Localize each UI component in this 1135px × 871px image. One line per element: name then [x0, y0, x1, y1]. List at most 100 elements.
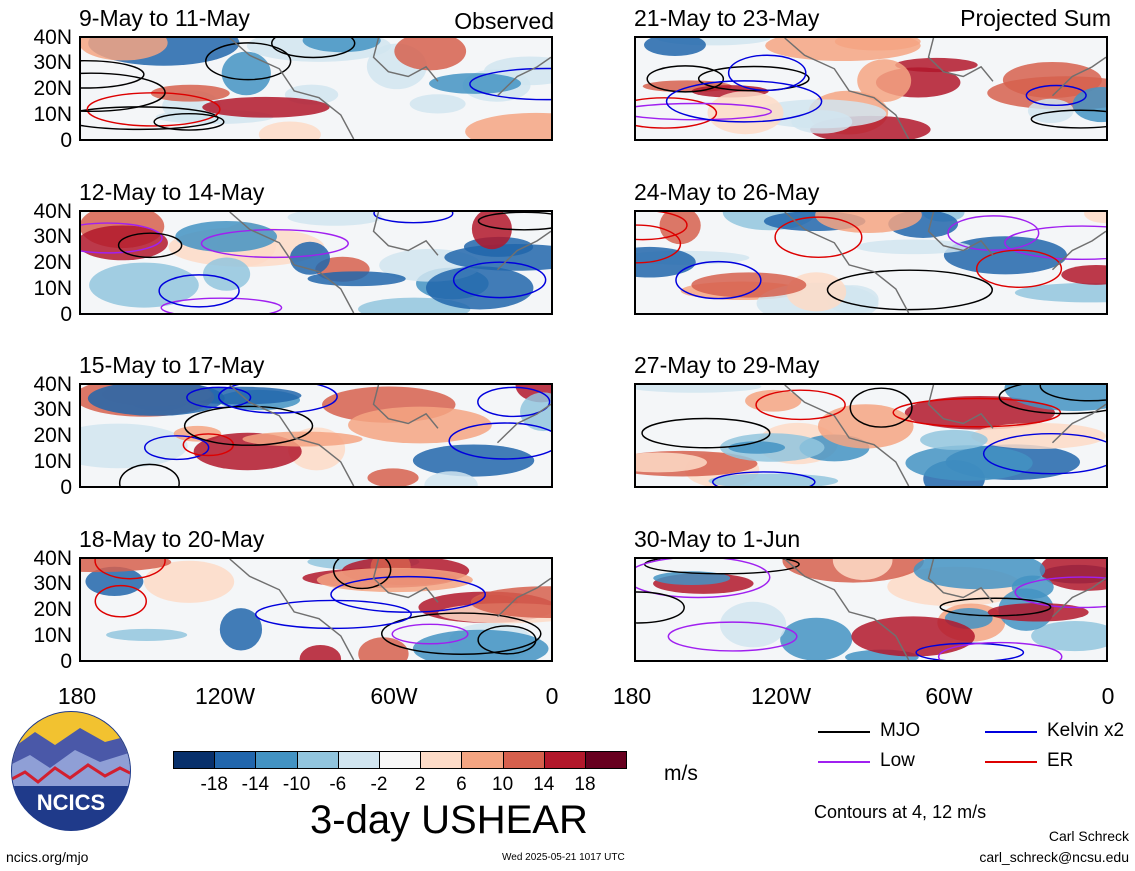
- y-tick-label: 20N: [33, 598, 72, 621]
- colorbar-label: -18: [200, 774, 228, 795]
- shear-blob: [817, 404, 914, 449]
- shear-blob: [904, 395, 1056, 430]
- wave-contour: [774, 216, 863, 259]
- wave-contour: [998, 385, 1106, 415]
- shear-field: [81, 385, 551, 486]
- colorbar-swatch: [420, 751, 463, 769]
- shear-blob: [81, 559, 172, 573]
- shear-blob: [258, 121, 321, 139]
- y-tick-label: 10N: [33, 624, 72, 647]
- shear-blob: [971, 422, 1106, 449]
- website-link[interactable]: ncics.org/mjo: [6, 849, 89, 865]
- shear-field: [81, 559, 551, 660]
- x-tick-label: 60W: [925, 683, 973, 709]
- wave-contour: [94, 559, 166, 580]
- wave-contour: [448, 422, 551, 460]
- shear-blob: [856, 239, 971, 255]
- panel-tag-observed: Observed: [454, 8, 554, 34]
- colorbar-swatch: [461, 751, 504, 769]
- colorbar-label: 2: [414, 774, 426, 795]
- colorbar-swatch: [585, 751, 628, 769]
- shear-blob: [691, 272, 807, 298]
- wave-contour: [636, 212, 688, 241]
- colorbar-label: 14: [533, 774, 555, 795]
- wave-contour: [947, 215, 1040, 252]
- shear-blob: [636, 452, 707, 473]
- shear-blob: [851, 616, 975, 657]
- y-tick-label: 40N: [33, 26, 72, 49]
- colorbar-swatch: [543, 751, 586, 769]
- shear-blob: [85, 566, 144, 597]
- colorbar-swatch: [502, 751, 545, 769]
- shear-blob: [106, 628, 188, 641]
- coastline: [229, 212, 551, 313]
- panel-title: 24-May to 26-May: [634, 179, 820, 205]
- wave-contour: [646, 65, 725, 93]
- wave-contour: [826, 269, 994, 311]
- wave-contour: [158, 274, 240, 308]
- shear-blob: [409, 94, 466, 114]
- legend-label-mjo: MJO: [880, 720, 921, 741]
- wave-contour: [477, 212, 551, 231]
- coastline: [229, 38, 551, 139]
- shear-blob: [81, 38, 168, 61]
- wave-contour: [477, 625, 537, 655]
- ncics-logo: NCICS: [10, 710, 132, 832]
- wave-contour: [636, 102, 772, 121]
- x-tick-label: 180: [57, 683, 97, 709]
- wave-contour: [160, 297, 283, 313]
- wave-contour: [81, 72, 166, 113]
- y-tick-label: 20N: [33, 77, 72, 100]
- shear-blob: [175, 220, 278, 253]
- wave-contour: [81, 59, 145, 89]
- wave-contour: [667, 621, 798, 652]
- wave-contour: [118, 463, 180, 486]
- wave-contour: [144, 435, 210, 461]
- shear-blob: [81, 225, 168, 261]
- colorbar-swatch: [173, 751, 216, 769]
- shear-blob: [1061, 265, 1106, 285]
- colorbar-label: -14: [241, 774, 270, 795]
- shear-blob: [465, 112, 551, 139]
- shear-blob: [832, 559, 893, 581]
- legend-label-er: ER: [1047, 750, 1074, 771]
- colorbar-swatch: [337, 751, 380, 769]
- wave-contour: [94, 584, 147, 618]
- wave-contour: [254, 599, 412, 630]
- shear-blob: [1084, 212, 1106, 224]
- shear-blob: [905, 445, 1033, 481]
- wave-contour: [675, 260, 762, 300]
- shear-field: [636, 38, 1106, 139]
- y-tick-label: 10N: [33, 450, 72, 473]
- map-panel: [634, 36, 1108, 141]
- coastline: [784, 38, 1106, 139]
- shear-blob: [1011, 575, 1054, 599]
- wave-contour: [477, 386, 551, 418]
- shear-field: [81, 212, 551, 313]
- map-panel: [634, 210, 1108, 315]
- y-tick-label: 0: [60, 303, 72, 326]
- shear-blob: [424, 471, 478, 486]
- shear-blob: [202, 96, 330, 118]
- panel-title: 12-May to 14-May: [79, 179, 265, 205]
- wave-contour: [1025, 84, 1087, 107]
- wave-contour: [643, 559, 800, 575]
- shear-blob: [358, 637, 409, 660]
- legend-line-low: [818, 761, 870, 763]
- wave-contour: [1014, 576, 1106, 609]
- wave-contour: [86, 92, 221, 127]
- coastline: [784, 212, 1106, 313]
- wave-contour: [117, 232, 183, 259]
- shear-blob: [1014, 282, 1106, 303]
- wave-contour: [636, 559, 771, 599]
- panel-title: 18-May to 20-May: [79, 526, 265, 552]
- legend-line-mjo: [818, 731, 870, 733]
- shear-blob: [636, 385, 762, 393]
- x-tick-label: 60W: [370, 683, 418, 709]
- wave-contour: [939, 597, 1052, 617]
- shear-field: [636, 212, 1106, 313]
- shear-blob: [287, 212, 383, 226]
- y-tick-label: 40N: [33, 200, 72, 223]
- shear-blob: [470, 586, 551, 618]
- shear-blob: [425, 266, 534, 310]
